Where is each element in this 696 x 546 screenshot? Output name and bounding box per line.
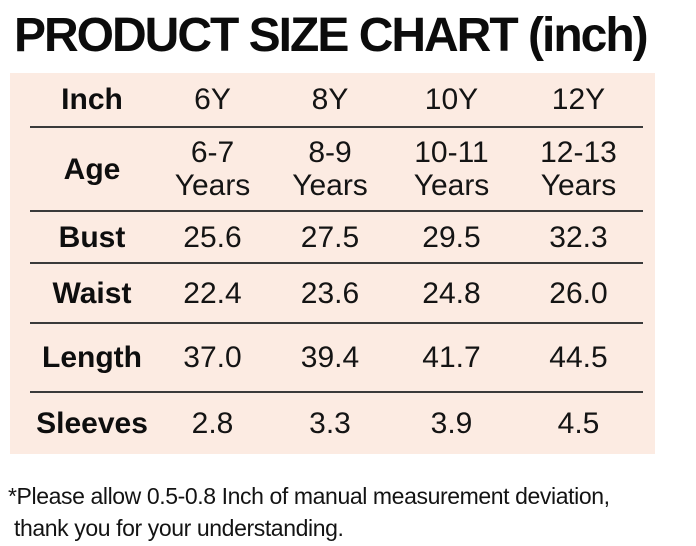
table-cell-inch-8y: 8Y (311, 83, 349, 116)
table-row-waist: Waist 22.4 23.6 24.8 26.0 (30, 263, 643, 323)
table-row-length: Length 37.0 39.4 41.7 44.5 (30, 323, 643, 392)
table-row-inch: Inch 6Y 8Y 10Y 12Y (30, 73, 643, 127)
table-cell-age-10y: 10-11 Years (413, 136, 490, 202)
table-cell-bust-12y: 32.3 (549, 220, 608, 254)
table-cell-length-6y: 37.0 (183, 341, 242, 374)
row-label-bust: Bust (58, 220, 126, 254)
table-cell-inch-10y: 10Y (424, 83, 479, 116)
table-cell-age-12y: 12-13 Years (540, 136, 617, 202)
row-label-waist: Waist (52, 276, 132, 310)
table-cell-waist-8y: 23.6 (300, 276, 360, 310)
size-chart-panel: Inch 6Y 8Y 10Y 12Y Age 6-7 Years 8-9 Yea… (10, 73, 655, 454)
table-row-bust: Bust 25.6 27.5 29.5 32.3 (30, 211, 643, 263)
footnote: *Please allow 0.5-0.8 Inch of manual mea… (8, 481, 696, 544)
table-cell-length-12y: 44.5 (549, 341, 608, 374)
page-title: PRODUCT SIZE CHART (inch) (14, 9, 649, 62)
table-cell-waist-12y: 26.0 (549, 276, 608, 310)
table-row-age: Age 6-7 Years 8-9 Years 10-11 Years 12-1… (30, 127, 643, 211)
table-cell-age-6y: 6-7 Years (174, 136, 251, 202)
table-cell-sleeves-8y: 3.3 (309, 406, 351, 440)
table-cell-waist-6y: 22.4 (183, 276, 242, 310)
table-cell-sleeves-10y: 3.9 (430, 406, 473, 440)
table-cell-bust-8y: 27.5 (300, 220, 360, 254)
row-label-sleeves: Sleeves (36, 406, 148, 440)
table-cell-bust-10y: 29.5 (422, 220, 481, 254)
table-cell-length-10y: 41.7 (422, 341, 481, 374)
table-cell-sleeves-6y: 2.8 (191, 406, 234, 440)
table-cell-waist-10y: 24.8 (422, 276, 481, 310)
table-cell-sleeves-12y: 4.5 (557, 406, 600, 440)
table-row-sleeves: Sleeves 2.8 3.3 3.9 4.5 (30, 392, 643, 453)
row-label-age: Age (63, 152, 121, 186)
table-cell-inch-12y: 12Y (551, 83, 606, 116)
row-label-length: Length (42, 341, 142, 374)
table-cell-length-8y: 39.4 (300, 341, 360, 374)
table-cell-bust-6y: 25.6 (183, 220, 242, 254)
footnote-line-2: thank you for your understanding. (14, 514, 344, 541)
row-label-inch: Inch (61, 83, 123, 116)
size-chart-page: PRODUCT SIZE CHART (inch) Inch 6Y 8Y 10Y… (0, 6, 696, 546)
size-chart-table: Inch 6Y 8Y 10Y 12Y Age 6-7 Years 8-9 Yea… (30, 73, 643, 453)
table-cell-inch-6y: 6Y (194, 83, 231, 116)
table-cell-age-8y: 8-9 Years (292, 136, 368, 202)
footnote-line-1: *Please allow 0.5-0.8 Inch of manual mea… (8, 483, 610, 509)
